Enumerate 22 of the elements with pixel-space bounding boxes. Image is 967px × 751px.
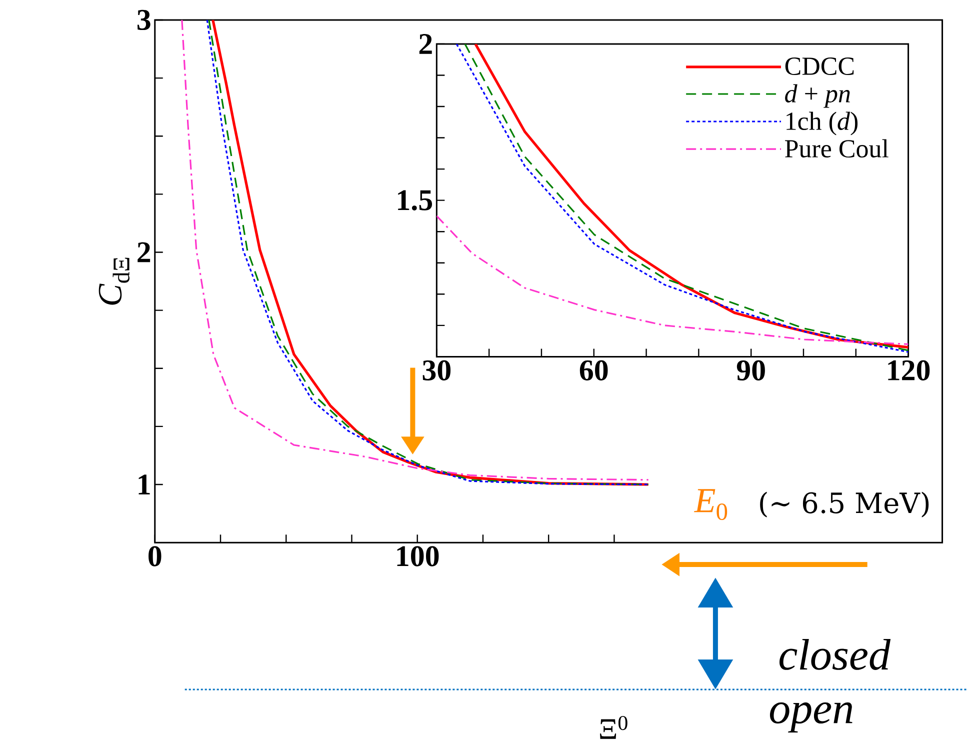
x-tick-label: 120 <box>888 360 930 380</box>
x-tick-label: 90 <box>736 360 765 380</box>
y-tick-label: 1 <box>138 474 150 494</box>
y-axis-title: C$_{dΞ}$ <box>98 258 130 304</box>
x-tick-label: 30 <box>422 360 451 380</box>
text: Ξ$^{0}$ <box>600 716 628 739</box>
x-tick-label: 0 <box>148 546 162 566</box>
legend-label: CDCC <box>785 57 854 75</box>
y-tick-label: 2 <box>138 242 150 262</box>
legend-label: d + pn <box>785 84 850 108</box>
x-tick-label: 100 <box>397 546 439 566</box>
y-tick-label: 3 <box>137 10 150 30</box>
text: closed <box>779 638 891 670</box>
legend-label: Pure Coul <box>785 139 888 158</box>
y-tick-label: 1.5 <box>398 190 432 210</box>
x-tick-label: 60 <box>580 360 608 380</box>
annotation: E$_{0}$ <box>694 488 728 520</box>
text: open <box>770 702 852 732</box>
annotation: (∼ 6.5 MeV) <box>760 492 929 518</box>
line-series <box>436 214 908 345</box>
y-tick-label: 2 <box>419 34 432 54</box>
legend-label: 1ch (d) <box>786 112 858 136</box>
